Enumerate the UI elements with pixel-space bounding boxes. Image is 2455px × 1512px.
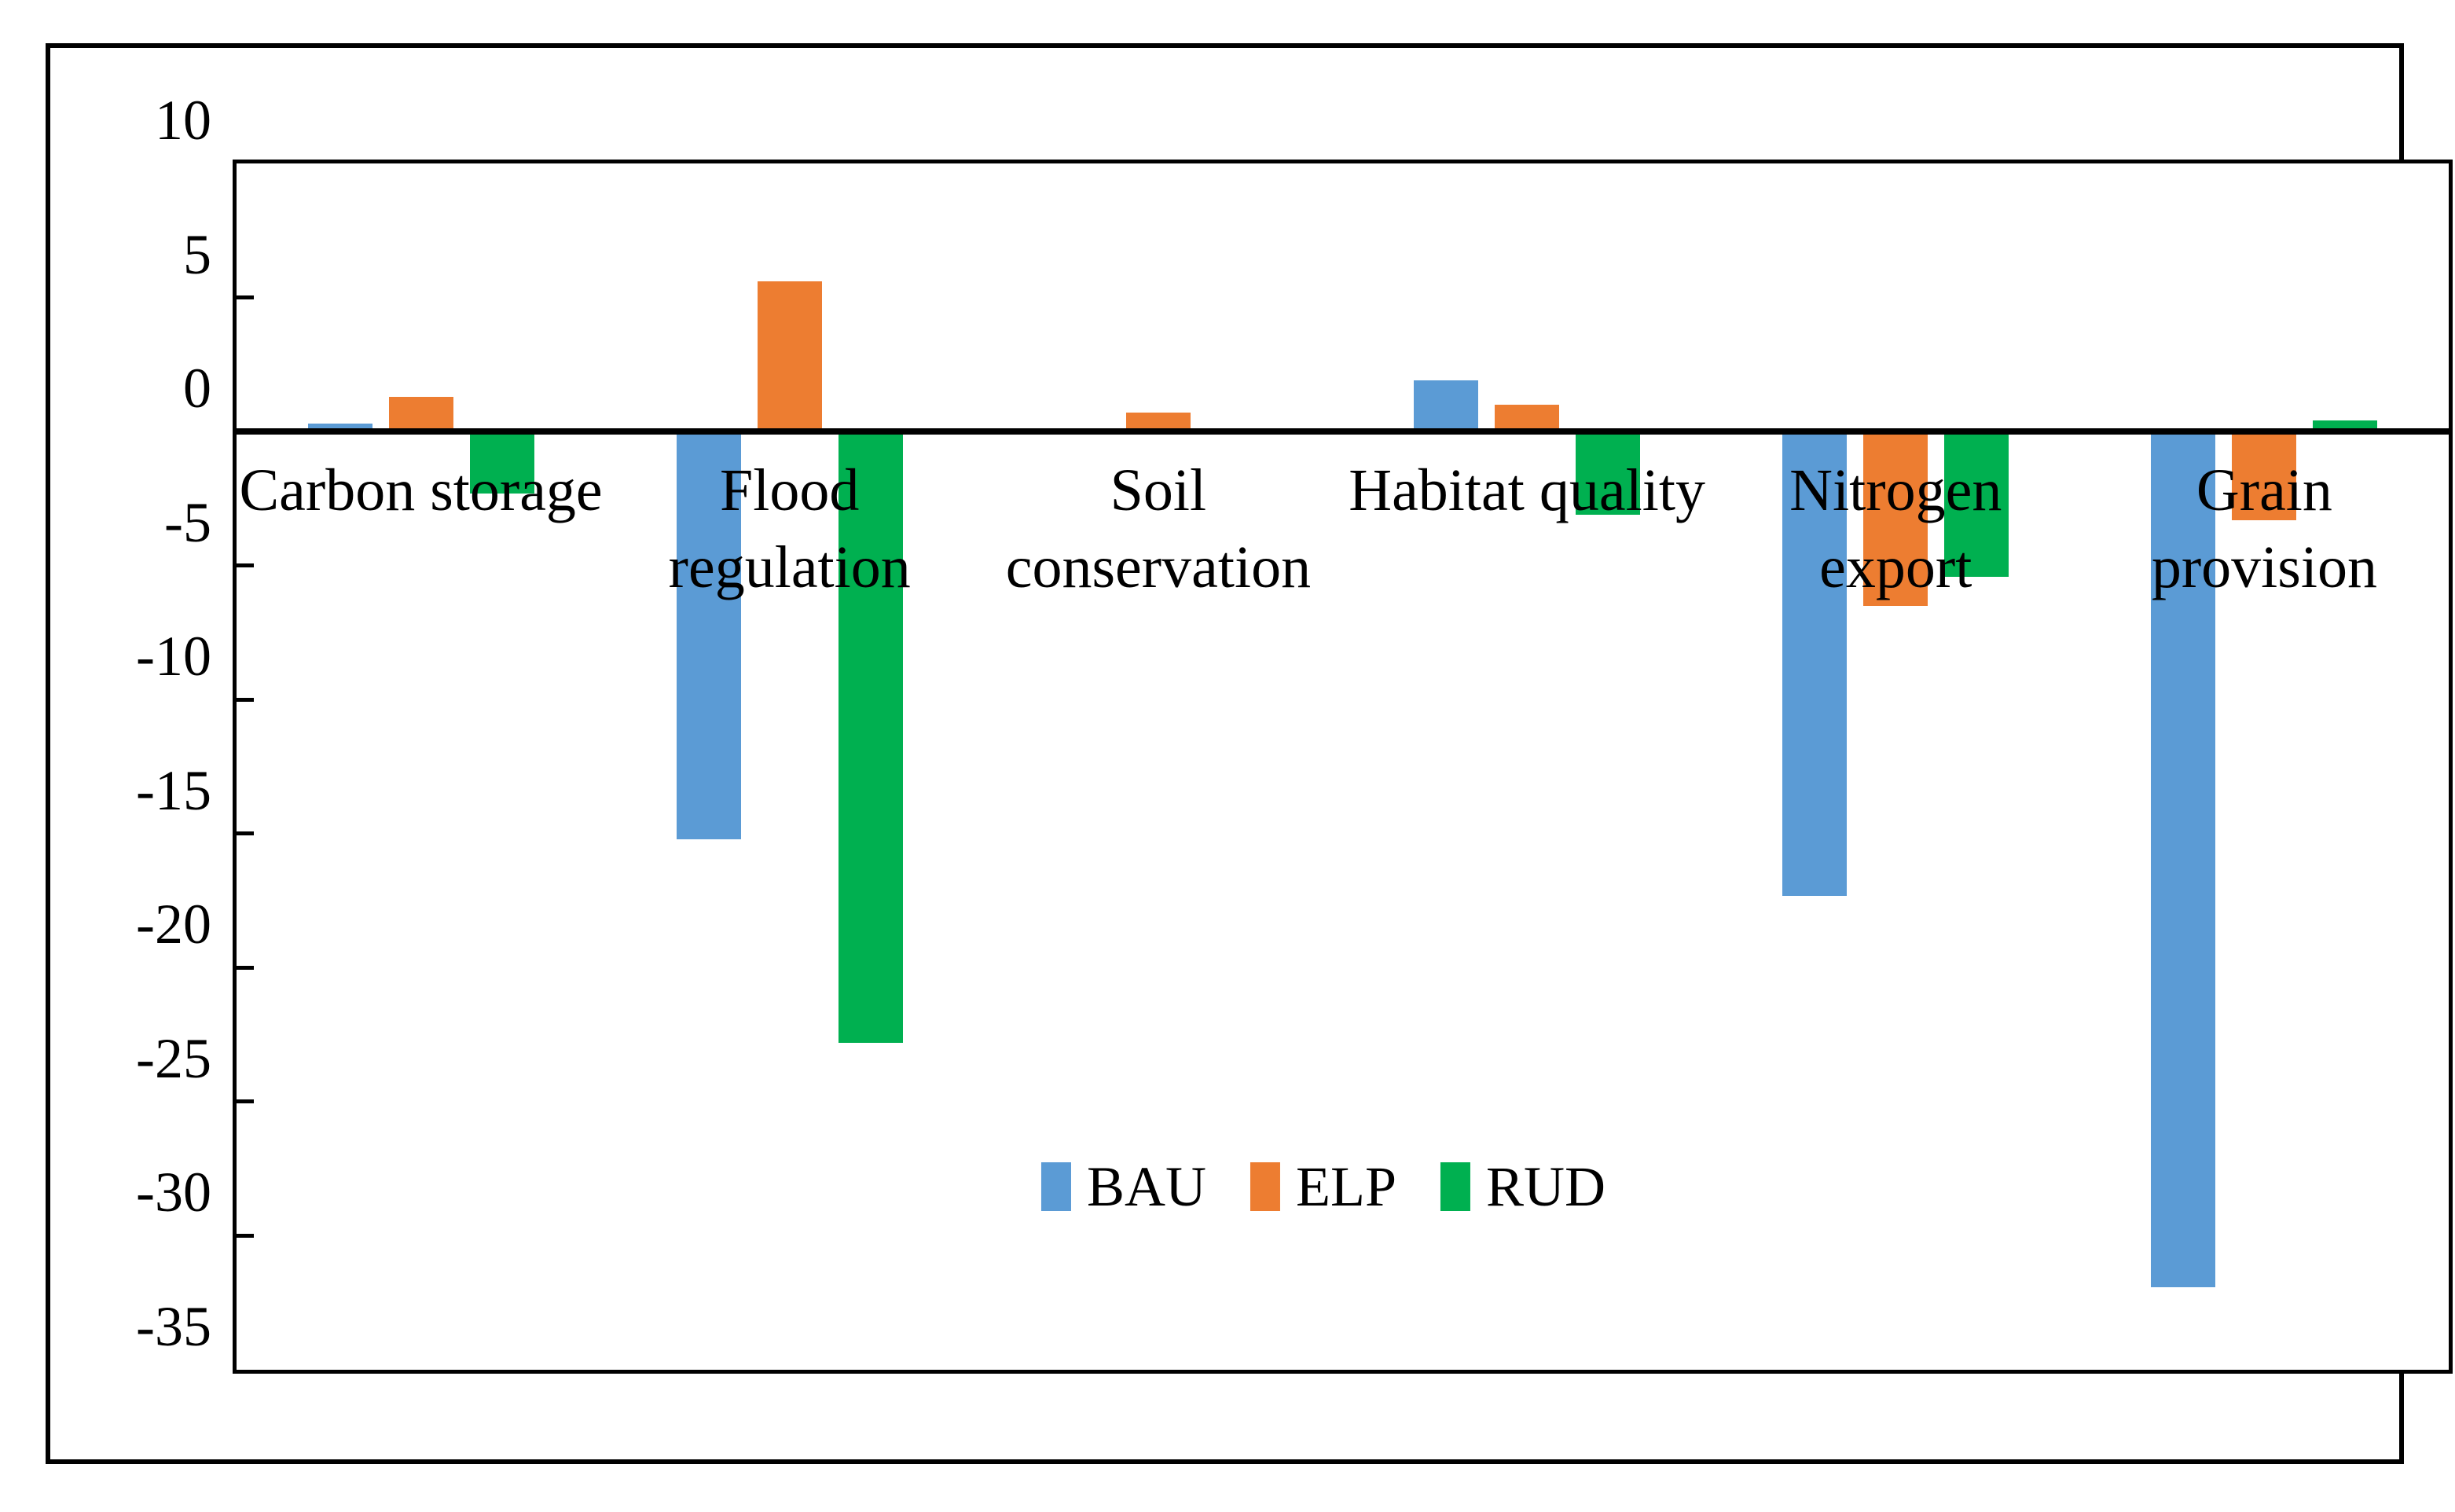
- bar-rud-flood-regulation: [838, 435, 903, 1044]
- y-tick-mark: [237, 563, 254, 568]
- legend-label: ELP: [1295, 1155, 1397, 1218]
- category-label-line: Flood: [720, 457, 860, 523]
- bar-elp-habitat-quality: [1495, 405, 1560, 432]
- category-label: Carbon storage: [237, 452, 605, 529]
- y-tick-label: 5: [183, 222, 211, 286]
- y-tick-label: 0: [183, 357, 211, 420]
- bar-bau-carbon-storage: [307, 423, 372, 432]
- bar-bau-habitat-quality: [1414, 380, 1479, 432]
- category-label: Grain provision: [2080, 452, 2449, 606]
- y-tick-mark: [237, 295, 254, 300]
- category-label: Habitat quality: [1343, 452, 1712, 529]
- legend-item-elp: ELP: [1250, 1155, 1396, 1218]
- y-tick-label: -5: [164, 490, 211, 554]
- y-tick-label: -25: [136, 1026, 211, 1090]
- category-label-line: conservation: [1005, 534, 1312, 600]
- x-axis-line: [237, 428, 2449, 435]
- category-label-line: Nitrogen: [1789, 457, 2002, 523]
- chart-outer-border: 10 5 0 -5 -10 -15 -20 -25 -30 -35 Carbon storage F…: [46, 43, 2453, 1464]
- legend-item-bau: BAU: [1040, 1155, 1206, 1218]
- legend-label: RUD: [1486, 1155, 1606, 1218]
- bar-rud-nitrogen-export: [1944, 435, 2009, 577]
- category-label-line: regulation: [668, 534, 911, 600]
- category-label: Soil conservation: [974, 452, 1342, 606]
- bar-elp-nitrogen-export: [1863, 435, 1928, 607]
- y-tick-label: -30: [136, 1161, 211, 1224]
- legend-label: BAU: [1086, 1155, 1206, 1218]
- y-tick-label: -35: [136, 1295, 211, 1358]
- category-label-line: Habitat quality: [1349, 457, 1705, 523]
- category-label-line: Grain: [2196, 457, 2332, 523]
- bar-rud-carbon-storage: [469, 435, 534, 494]
- legend-swatch-icon: [1040, 1162, 1071, 1211]
- bar-elp-carbon-storage: [388, 396, 453, 432]
- bar-elp-soil-conservation: [1125, 413, 1191, 432]
- category-label-line: Carbon storage: [239, 457, 603, 523]
- bar-bau-nitrogen-export: [1782, 435, 1848, 896]
- category-label-line: provision: [2151, 534, 2377, 600]
- y-tick-label: -10: [136, 625, 211, 688]
- y-tick-mark: [237, 965, 254, 970]
- bar-rud-habitat-quality: [1576, 435, 1641, 516]
- y-tick-label: 10: [155, 89, 211, 152]
- legend-item-rud: RUD: [1440, 1155, 1605, 1218]
- y-tick-label: -20: [136, 893, 211, 956]
- bar-elp-flood-regulation: [757, 281, 822, 432]
- bar-bau-grain-provision: [2151, 435, 2216, 1287]
- y-tick-mark: [237, 1233, 254, 1238]
- y-tick-mark: [237, 1099, 254, 1104]
- category-label-line: Soil: [1110, 457, 1207, 523]
- y-tick-label: -15: [136, 758, 211, 822]
- category-label: Flood regulation: [605, 452, 974, 606]
- category-label-line: export: [1819, 534, 1972, 600]
- bar-elp-grain-provision: [2232, 435, 2297, 521]
- legend: BAU ELP RUD: [1040, 1155, 1605, 1218]
- category-label: Nitrogen export: [1712, 452, 2080, 606]
- bar-bau-flood-regulation: [676, 435, 741, 840]
- plot-area: Carbon storage Flood regulation Soil conserv…: [233, 160, 2453, 1374]
- y-tick-mark: [237, 831, 254, 836]
- legend-swatch-icon: [1250, 1162, 1280, 1211]
- y-tick-mark: [237, 697, 254, 702]
- legend-swatch-icon: [1440, 1162, 1471, 1211]
